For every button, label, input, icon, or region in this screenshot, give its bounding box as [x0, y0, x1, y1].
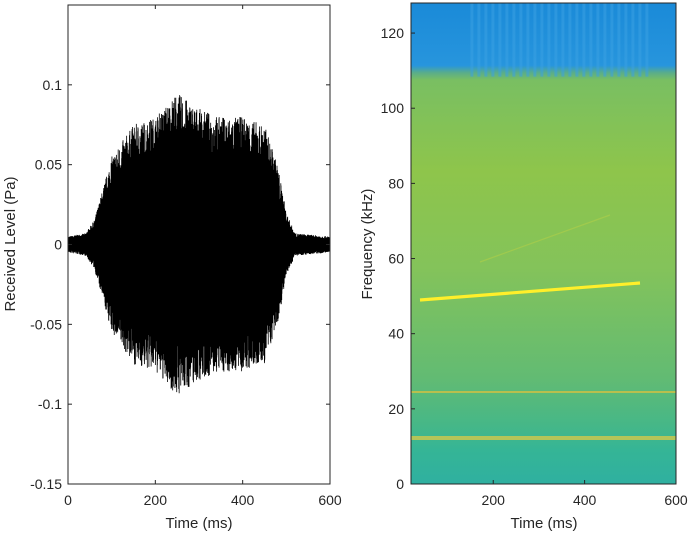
spectrogram-stripe	[519, 3, 523, 77]
spectrogram-stripe	[512, 3, 516, 77]
spectrogram-stripe	[491, 3, 495, 77]
spectrogram-stripe	[484, 3, 488, 77]
waveform-y-tick-label: 0.05	[35, 157, 62, 173]
spectrogram-stripe	[554, 3, 558, 77]
spectrogram-stripe	[631, 3, 635, 77]
spectrogram-stripe	[568, 3, 572, 77]
spectrogram-x-tick-label: 400	[573, 492, 597, 508]
spectrogram-y-ticks: 0 20 40 60 80 100 120	[381, 25, 415, 492]
spectrogram-panel: 200 400 600 0 20 40 60 80 100 120 Time (ms) Freq…	[359, 2, 688, 532]
waveform-x-tick-label: 400	[231, 492, 255, 508]
spectrogram-ylabel: Frequency (kHz)	[359, 189, 376, 300]
waveform-y-tick-label: -0.05	[30, 316, 62, 332]
spectrogram-stripe	[477, 3, 481, 77]
waveform-x-tick-label: 0	[64, 492, 72, 508]
spectrogram-y-tick-label: 20	[388, 401, 404, 417]
waveform-y-tick-label: -0.1	[38, 396, 62, 412]
spectrogram-xlabel: Time (ms)	[511, 515, 578, 532]
spectrogram-x-ticks: 200 400 600	[482, 480, 688, 508]
spectrogram-stripe	[624, 3, 628, 77]
waveform-x-ticks: 0 200 400 600	[64, 5, 342, 508]
spectrogram-high-band-stripes	[470, 3, 649, 77]
spectrogram-axes-box	[410, 2, 677, 485]
spectrogram-stripe	[645, 3, 649, 77]
spectrogram-stripe	[603, 3, 607, 77]
waveform-panel: 0 200 400 600 -0.15 -0.1 -0.05 0 0.05 0.1 Time (…	[2, 4, 342, 532]
waveform-x-tick-label: 600	[318, 492, 342, 508]
spectrogram-stripe	[533, 3, 537, 77]
waveform-y-tick-label: 0	[54, 237, 62, 253]
spectrogram-background	[411, 3, 676, 484]
waveform-ylabel: Received Level (Pa)	[2, 176, 19, 311]
spectrogram-x-tick-label: 600	[664, 492, 688, 508]
spectrogram-stripe	[610, 3, 614, 77]
waveform-y-ticks: -0.15 -0.1 -0.05 0 0.05 0.1	[30, 77, 330, 492]
spectrogram-stripe	[498, 3, 502, 77]
spectrogram-stripe	[575, 3, 579, 77]
spectrogram-y-tick-label: 80	[388, 175, 404, 191]
spectrogram-y-tick-label: 100	[381, 100, 405, 116]
waveform-y-tick-label: -0.15	[30, 476, 62, 492]
spectrogram-stripe	[540, 3, 544, 77]
spectrogram-x-tick-label: 200	[482, 492, 506, 508]
spectrogram-y-tick-label: 60	[388, 251, 404, 267]
waveform-y-tick-label: 0.1	[43, 77, 63, 93]
spectrogram-stripe	[547, 3, 551, 77]
spectrogram-stripe	[470, 3, 474, 77]
spectrogram-faint-trace	[479, 214, 611, 263]
spectrogram-stripe	[505, 3, 509, 77]
spectrogram-stripe	[596, 3, 600, 77]
waveform-series	[67, 95, 331, 394]
spectrogram-y-tick-label: 40	[388, 326, 404, 342]
spectrogram-y-tick-label: 120	[381, 25, 405, 41]
spectrogram-stripe	[582, 3, 586, 77]
spectrogram-stripe	[526, 3, 530, 77]
spectrogram-stripe	[589, 3, 593, 77]
spectrogram-stripe	[561, 3, 565, 77]
spectrogram-stripe	[638, 3, 642, 77]
spectrogram-stripe	[617, 3, 621, 77]
waveform-xlabel: Time (ms)	[166, 515, 233, 532]
spectrogram-sweep	[419, 281, 641, 302]
waveform-x-tick-label: 200	[144, 492, 168, 508]
spectrogram-y-tick-label: 0	[396, 476, 404, 492]
